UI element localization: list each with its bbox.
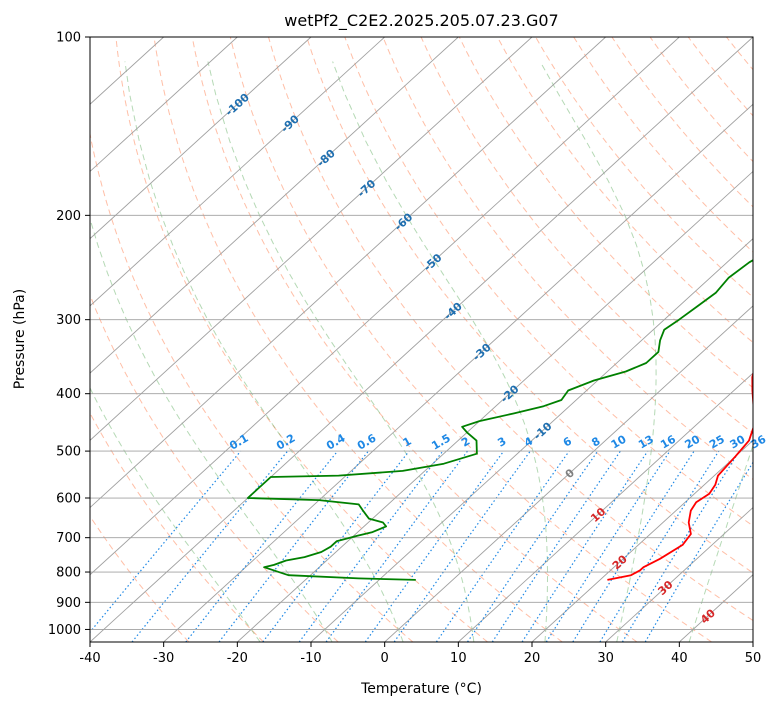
mixing-ratio-line	[131, 450, 289, 642]
moist-adiabat-line	[90, 217, 333, 642]
dry-adiabat-line	[573, 37, 753, 253]
isotherm-line	[458, 372, 753, 642]
mixing-ratio-line	[393, 450, 531, 642]
moist-adiabat-line	[207, 61, 475, 642]
dry-adiabat-line	[191, 37, 638, 642]
moist-adiabat-line	[688, 443, 753, 642]
x-tick-label: -40	[79, 651, 100, 666]
dewpoint-profile-line	[246, 259, 753, 581]
isotherm-line	[90, 37, 459, 374]
y-tick-label: 700	[56, 531, 81, 546]
mixing-ratio-lines	[90, 450, 753, 642]
x-axis-title: Temperature (°C)	[360, 681, 482, 697]
dry-adiabat-line	[306, 37, 753, 574]
dry-adiabat-line	[344, 37, 753, 527]
dry-adiabat-line	[90, 293, 339, 642]
plot-area	[90, 37, 753, 642]
mixing-ratio-line	[262, 450, 410, 642]
mixing-ratio-line	[621, 450, 740, 642]
moist-adiabat-line	[332, 61, 548, 642]
dry-adiabat-line	[153, 37, 563, 642]
dry-adiabat-line	[420, 37, 753, 434]
moist-adiabat-line	[124, 61, 404, 642]
y-tick-label: 600	[56, 492, 81, 507]
isotherm-line	[90, 37, 312, 240]
dry-adiabat-line	[90, 131, 414, 642]
dry-adiabat-line	[458, 37, 753, 389]
y-tick-label: 200	[56, 209, 81, 224]
isotherm-line	[90, 37, 533, 441]
dry-adiabat-line	[649, 37, 753, 163]
isotherm-line	[90, 37, 680, 576]
mixing-ratio-line	[599, 450, 720, 642]
dry-adiabat-line	[229, 37, 712, 642]
mixing-ratio-line	[364, 450, 505, 642]
x-axis: -40 -30 -20 -10 0 10 20 30 40 50	[79, 642, 761, 666]
isotherm-line	[90, 37, 238, 173]
x-tick-label: -20	[227, 651, 248, 666]
dry-adiabats	[90, 37, 753, 642]
mixing-ratio-line	[90, 450, 242, 634]
isotherm-line	[310, 238, 753, 642]
isotherm-line	[384, 305, 753, 642]
isotherms	[90, 37, 753, 642]
y-tick-label: 400	[56, 387, 81, 402]
dry-adiabat-line	[268, 37, 753, 622]
mixing-ratio-line	[572, 450, 695, 642]
x-tick-label: 30	[597, 651, 614, 666]
isotherm-line	[90, 37, 385, 307]
mixing-ratio-line	[467, 450, 599, 642]
y-tick-label: 900	[56, 596, 81, 611]
x-tick-label: 50	[745, 651, 762, 666]
isotherm-line	[237, 170, 753, 642]
y-axis: 100 200 300 400 500 600 700 800 900 1000	[48, 31, 90, 638]
x-tick-label: -30	[153, 651, 174, 666]
chart-title: wetPf2_C2E2.2025.205.07.23.G07	[284, 11, 558, 31]
profile-series	[246, 259, 753, 581]
dry-adiabat-line	[382, 37, 753, 481]
dry-adiabat-line	[496, 37, 753, 344]
mixing-ratio-line	[545, 450, 671, 642]
y-axis-title: Pressure (hPa)	[12, 289, 28, 389]
dry-adiabat-line	[115, 37, 488, 642]
y-tick-label: 500	[56, 445, 81, 460]
plot-frame	[89, 36, 754, 643]
x-tick-label: 40	[671, 651, 688, 666]
y-tick-label: 300	[56, 313, 81, 328]
x-tick-label: 20	[524, 651, 541, 666]
pressure-gridlines	[90, 37, 753, 630]
moist-adiabats	[90, 61, 753, 642]
y-tick-label: 100	[56, 31, 81, 46]
isotherm-line	[605, 506, 753, 642]
x-tick-label: -10	[300, 651, 321, 666]
moist-adiabat-line	[539, 61, 657, 642]
mixing-ratio-line	[185, 450, 339, 642]
dry-adiabat-line	[90, 412, 264, 642]
mixing-ratio-line	[218, 450, 369, 642]
isotherm-line	[90, 37, 606, 509]
isotherm-line	[163, 103, 753, 642]
x-tick-label: 10	[450, 651, 467, 666]
y-tick-label: 800	[56, 566, 81, 581]
temperature-profile-line	[607, 371, 753, 581]
isotherm-line	[90, 37, 753, 642]
x-tick-label: 0	[381, 651, 389, 666]
moist-adiabat-line	[90, 386, 261, 642]
isotherm-line	[531, 439, 753, 642]
mixing-ratio-line	[644, 461, 753, 642]
y-tick-label: 1000	[48, 623, 81, 638]
